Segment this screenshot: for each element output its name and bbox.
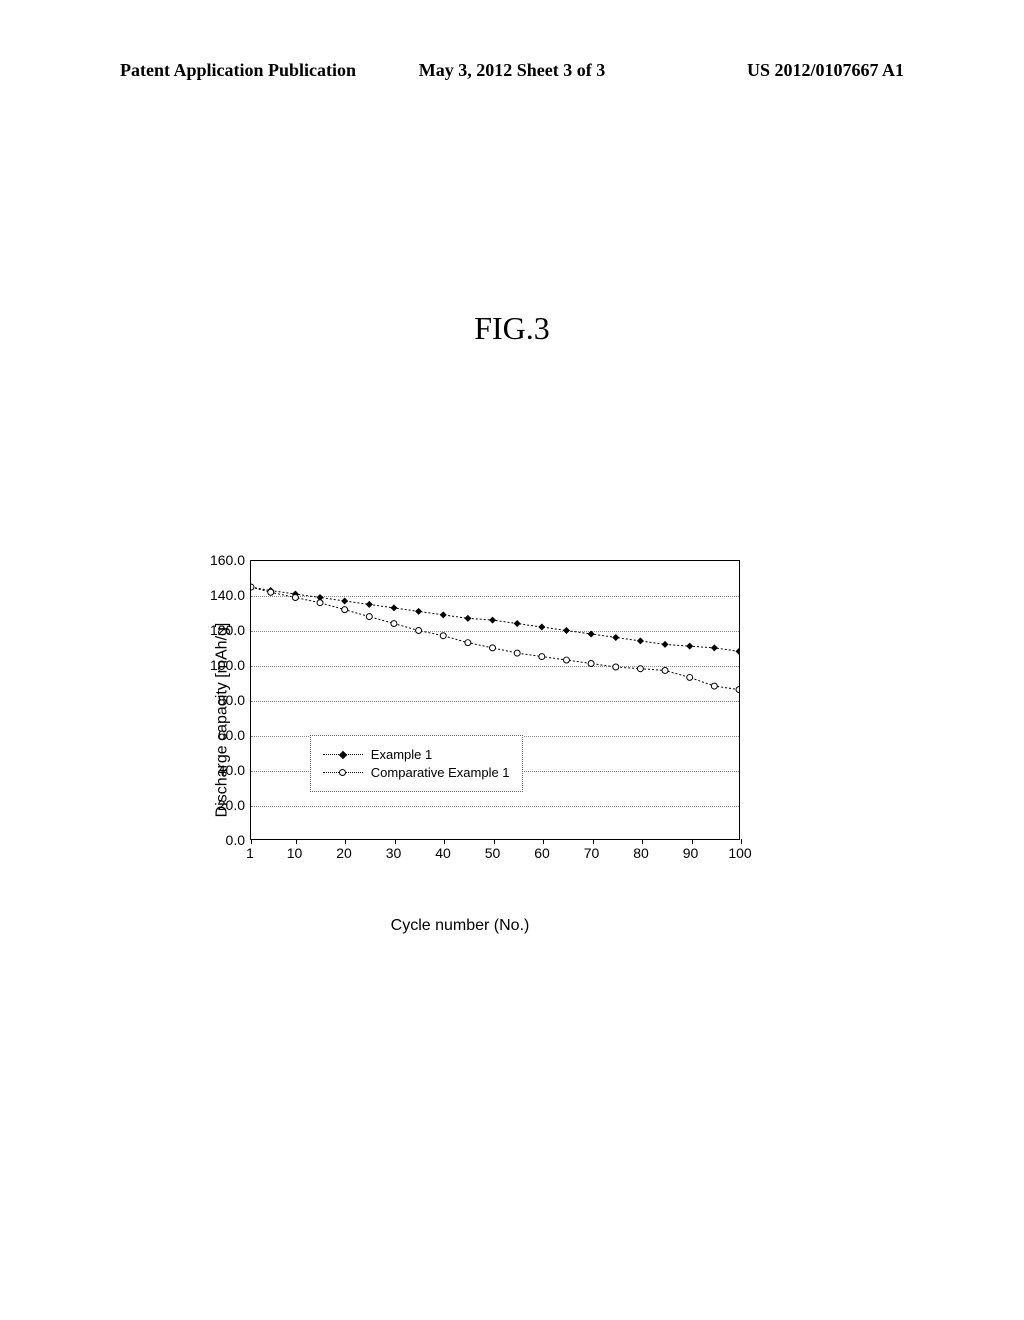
x-tick-mark (642, 839, 643, 844)
circle-marker-icon (563, 657, 569, 663)
circle-marker-icon (342, 607, 348, 613)
x-tick-label: 100 (728, 845, 751, 861)
x-tick-mark (692, 839, 693, 844)
circle-marker-icon (588, 661, 594, 667)
circle-marker-icon (539, 654, 545, 660)
y-axis-label: Discharge capacity [mAh/g] (213, 623, 231, 818)
chart-legend: Example 1 Comparative Example 1 (310, 735, 523, 792)
x-tick-mark (593, 839, 594, 844)
diamond-marker-icon (390, 604, 397, 611)
legend-label: Example 1 (371, 747, 432, 762)
discharge-capacity-chart: Discharge capacity [mAh/g] Cycle number … (180, 560, 740, 880)
x-tick-mark (494, 839, 495, 844)
diamond-marker-icon (538, 624, 545, 631)
circle-marker-icon (317, 600, 323, 606)
circle-marker-icon (514, 650, 520, 656)
diamond-marker-icon (563, 627, 570, 634)
diamond-marker-icon (489, 617, 496, 624)
x-tick-label: 90 (683, 845, 699, 861)
x-tick-label: 40 (435, 845, 451, 861)
diamond-marker-icon (341, 597, 348, 604)
x-tick-mark (741, 839, 742, 844)
y-tick-label: 20.0 (195, 797, 245, 813)
y-tick-label: 100.0 (195, 657, 245, 673)
diamond-marker-icon (735, 648, 739, 655)
series-line (251, 587, 739, 690)
page-header: Patent Application Publication May 3, 20… (0, 60, 1024, 81)
circle-marker-icon (490, 645, 496, 651)
x-tick-mark (296, 839, 297, 844)
x-tick-mark (251, 839, 252, 844)
legend-line-icon (323, 754, 363, 755)
diamond-marker-icon (514, 620, 521, 627)
y-tick-label: 60.0 (195, 727, 245, 743)
circle-marker-icon (613, 664, 619, 670)
circle-marker-icon (391, 621, 397, 627)
diamond-marker-icon (440, 611, 447, 618)
circle-marker-icon (637, 666, 643, 672)
x-tick-label: 60 (534, 845, 550, 861)
figure-title: FIG.3 (474, 310, 550, 347)
y-tick-label: 80.0 (195, 692, 245, 708)
circle-marker-icon (711, 683, 717, 689)
legend-line-icon (323, 772, 363, 773)
circle-marker-icon (339, 769, 346, 776)
diamond-marker-icon (366, 601, 373, 608)
diamond-marker-icon (588, 630, 595, 637)
x-tick-mark (543, 839, 544, 844)
x-tick-label: 20 (336, 845, 352, 861)
x-tick-mark (444, 839, 445, 844)
y-tick-label: 40.0 (195, 762, 245, 778)
plot-area: Example 1 Comparative Example 1 (250, 560, 740, 840)
circle-marker-icon (268, 589, 274, 595)
diamond-marker-icon (339, 750, 347, 758)
legend-label: Comparative Example 1 (371, 765, 510, 780)
x-tick-label: 30 (386, 845, 402, 861)
x-tick-mark (345, 839, 346, 844)
circle-marker-icon (366, 614, 372, 620)
circle-marker-icon (662, 667, 668, 673)
circle-marker-icon (440, 633, 446, 639)
legend-item-comparative1: Comparative Example 1 (323, 765, 510, 780)
x-tick-mark (395, 839, 396, 844)
diamond-marker-icon (711, 644, 718, 651)
x-tick-label: 1 (246, 845, 254, 861)
diamond-marker-icon (415, 608, 422, 615)
header-publication-type: Patent Application Publication (120, 60, 381, 81)
y-tick-label: 160.0 (195, 552, 245, 568)
diamond-marker-icon (612, 634, 619, 641)
y-tick-label: 0.0 (195, 832, 245, 848)
diamond-marker-icon (464, 615, 471, 622)
x-tick-label: 50 (485, 845, 501, 861)
diamond-marker-icon (637, 637, 644, 644)
y-tick-label: 120.0 (195, 622, 245, 638)
x-axis-label: Cycle number (No.) (391, 917, 530, 935)
diamond-marker-icon (662, 641, 669, 648)
x-tick-label: 80 (633, 845, 649, 861)
y-tick-label: 140.0 (195, 587, 245, 603)
x-tick-label: 10 (287, 845, 303, 861)
data-series-svg (251, 561, 739, 839)
legend-item-example1: Example 1 (323, 747, 510, 762)
diamond-marker-icon (686, 643, 693, 650)
circle-marker-icon (416, 628, 422, 634)
circle-marker-icon (251, 584, 254, 590)
x-tick-label: 70 (584, 845, 600, 861)
circle-marker-icon (687, 674, 693, 680)
circle-marker-icon (465, 640, 471, 646)
header-date-sheet: May 3, 2012 Sheet 3 of 3 (381, 60, 642, 81)
circle-marker-icon (292, 595, 298, 601)
circle-marker-icon (736, 687, 739, 693)
header-patent-number: US 2012/0107667 A1 (643, 60, 904, 81)
